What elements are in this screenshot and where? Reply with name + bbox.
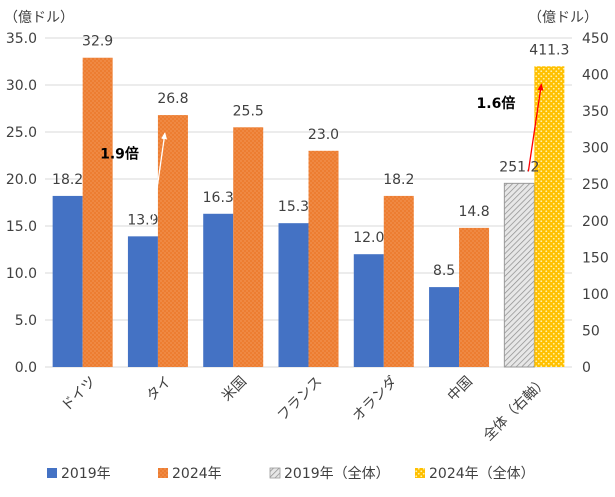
bar-2024年-タイ	[157, 115, 188, 367]
bar-2019年-中国	[429, 287, 460, 367]
legend-label: 2019年	[61, 466, 111, 482]
data-label: 32.9	[82, 34, 113, 50]
right-tick-label: 150	[582, 250, 609, 266]
legend-swatch	[158, 468, 168, 478]
right-axis-unit: （億ドル）	[528, 10, 598, 26]
data-label: 18.2	[383, 172, 414, 188]
data-label: 14.8	[458, 204, 489, 220]
bar-2019年-ドイツ	[52, 195, 83, 367]
legend-label: 2024年（全体）	[429, 465, 535, 482]
category-label: 米国	[219, 374, 250, 405]
bar-2024年（全体）-全体（右軸）	[534, 66, 565, 367]
legend-swatch	[47, 468, 57, 478]
legend-swatch	[269, 467, 281, 479]
category-label: フランス	[275, 374, 326, 425]
right-tick-label: 100	[582, 287, 609, 303]
growth-arrow	[151, 132, 168, 225]
category-label: 中国	[445, 374, 476, 405]
left-tick-label: 15.0	[6, 219, 37, 235]
bar-2024年-オランダ	[383, 195, 414, 367]
bar-2019年（全体）-全体（右軸）	[503, 182, 535, 368]
right-tick-label: 0	[582, 360, 591, 376]
data-label: 13.9	[127, 212, 158, 228]
right-tick-label: 400	[582, 68, 609, 84]
left-axis-unit: （億ドル）	[4, 10, 74, 26]
data-label: 15.3	[278, 199, 309, 215]
bars	[52, 57, 565, 368]
legend-item: 2024年（全体）	[415, 465, 535, 482]
bar-2024年-フランス	[308, 150, 339, 367]
multiplier-label: 1.6倍	[477, 95, 516, 112]
left-tick-label: 0.0	[15, 360, 37, 376]
left-tick-label: 35.0	[6, 31, 37, 47]
bar-2024年-中国	[459, 227, 490, 367]
data-label: 26.8	[157, 91, 188, 107]
bar-2024年-ドイツ	[82, 57, 113, 368]
left-axis-ticks: 0.0 5.0 10.0 15.0 20.0 25.0 30.0 35.0	[6, 31, 37, 376]
right-tick-label: 300	[582, 141, 609, 157]
category-labels: ドイツ タイ 米国 フランス オランダ 中国 全体（右軸）	[58, 373, 551, 444]
growth-arrow	[527, 83, 544, 172]
right-axis-ticks: 0 50 100 150 200 250 300 350 400 450	[582, 31, 609, 376]
category-label: タイ	[144, 374, 175, 405]
category-label: ドイツ	[58, 374, 99, 415]
annotations: 1.9倍 1.6倍	[100, 83, 544, 225]
legend-label: 2024年	[172, 466, 222, 482]
data-label: 25.5	[233, 103, 264, 119]
legend-swatch	[415, 468, 425, 478]
bar-2019年-フランス	[278, 223, 309, 367]
bar-2019年-米国	[203, 213, 234, 367]
left-tick-label: 25.0	[6, 125, 37, 141]
legend-label: 2019年（全体）	[284, 465, 390, 482]
category-label: 全体（右軸）	[480, 373, 551, 444]
right-tick-label: 250	[582, 177, 609, 193]
legend-item: 2024年	[158, 466, 222, 482]
left-tick-label: 30.0	[6, 78, 37, 94]
data-label: 12.0	[353, 230, 384, 246]
right-tick-label: 50	[582, 323, 600, 339]
right-tick-label: 200	[582, 214, 609, 230]
category-label: オランダ	[350, 374, 401, 425]
data-label: 8.5	[433, 263, 455, 279]
data-label: 411.3	[529, 42, 569, 58]
data-label: 18.2	[52, 172, 83, 188]
left-tick-label: 10.0	[6, 266, 37, 282]
bar-2019年-オランダ	[353, 254, 384, 367]
legend: 2019年 2024年 2019年（全体） 2024年（全体）	[47, 465, 535, 482]
legend-item: 2019年（全体）	[269, 465, 390, 482]
left-tick-label: 20.0	[6, 172, 37, 188]
bar-2024年-米国	[233, 127, 264, 367]
data-labels: 18.2 32.9 13.9 26.8 16.3 25.5 15.3 23.0 12.0 18.2…	[52, 34, 569, 279]
legend-item: 2019年	[47, 466, 111, 482]
bar-2019年-タイ	[127, 236, 158, 367]
data-label: 251.2	[499, 159, 539, 175]
left-tick-label: 5.0	[15, 313, 37, 329]
data-label: 16.3	[203, 190, 234, 206]
right-tick-label: 350	[582, 104, 609, 120]
right-tick-label: 450	[582, 31, 609, 47]
data-label: 23.0	[308, 127, 339, 143]
multiplier-label: 1.9倍	[100, 146, 139, 163]
